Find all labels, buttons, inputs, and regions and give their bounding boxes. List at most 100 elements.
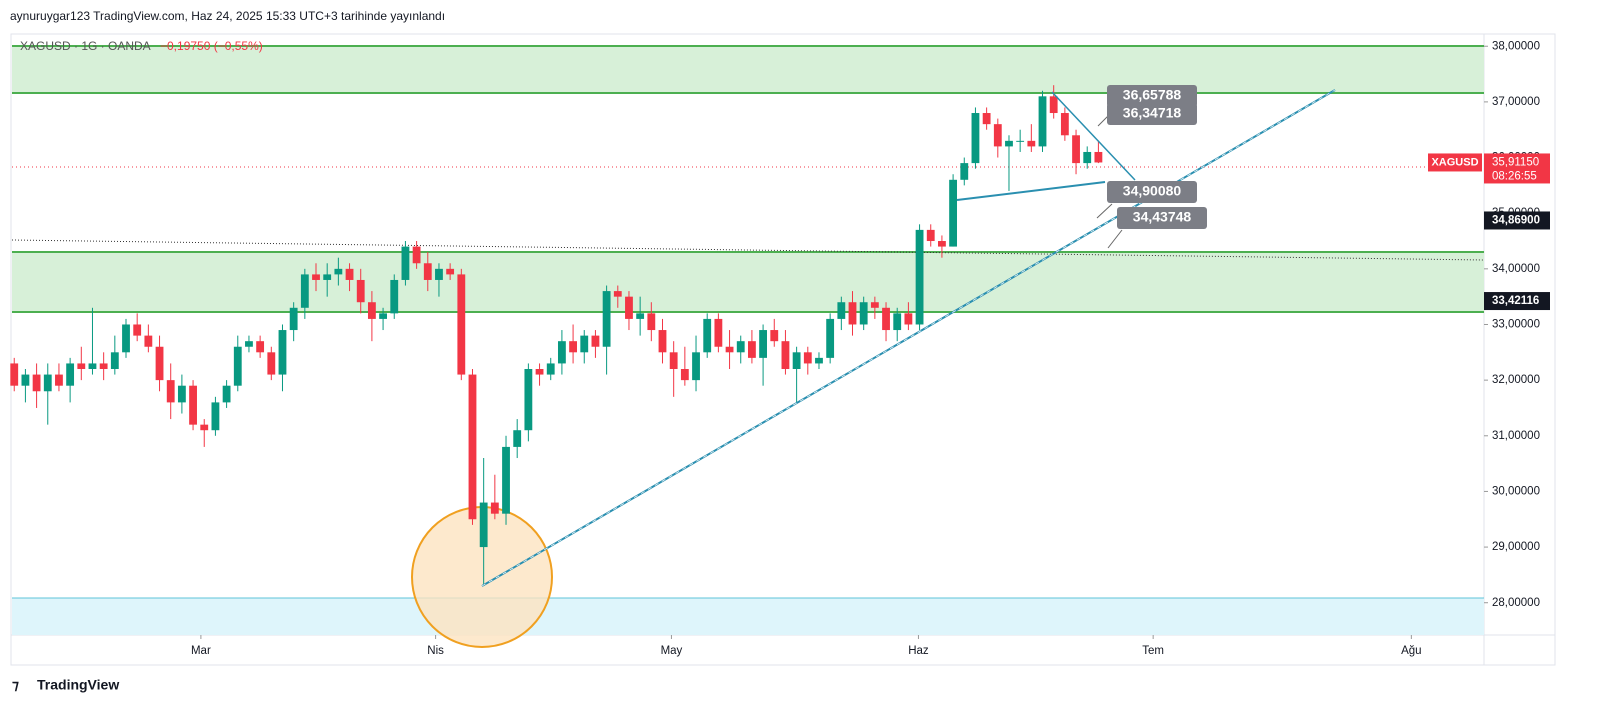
price-label-badge [1484,292,1550,311]
candle-body [189,385,197,425]
candle-body [1005,140,1013,147]
candle-body [1049,96,1058,114]
candle-body [55,374,63,386]
candle-body [390,279,399,314]
y-tick-label: 37,00000 [1492,96,1540,108]
candle-body [781,341,790,370]
candle-body [256,341,265,353]
candle-body [546,363,555,375]
candle-body [267,352,276,375]
candle-body [88,363,97,370]
candle-body [971,113,980,164]
candle-body [490,502,499,514]
candle-body [300,274,309,308]
candle-body [122,324,130,353]
candle-body [748,341,756,358]
candle-body [245,341,253,347]
callout-pointer [1096,203,1113,219]
change: −0,19750 (−0,55%) [160,39,263,53]
candle-body [580,335,589,353]
candle-body [222,385,231,403]
candle-body [848,302,857,325]
candle-body [826,318,835,358]
price-badge-text: 35,91150 [1492,156,1539,168]
resistance-zone [12,46,1484,93]
symbol-badge [1428,153,1482,172]
logo-mark: ⁊ [12,677,19,693]
candle-body [613,291,622,297]
candle-body [870,302,879,308]
candle-body [233,346,242,386]
candle-body [401,246,410,280]
candle-body [938,241,946,247]
candle-body [66,363,75,386]
candle-body [379,313,387,319]
x-tick-label: Mar [191,645,211,657]
callout-box [1107,85,1197,107]
candle-body [535,369,544,375]
candle-body [177,385,186,403]
candle-body [289,307,298,331]
candle-body [457,274,466,375]
candle-body [837,302,846,319]
candle-body [435,268,443,280]
y-tick-label: 33,00000 [1492,319,1540,331]
candle-body [423,263,432,280]
callout-text: 34,43748 [1133,209,1192,225]
candle-body [993,124,1002,147]
symbol: XAGUSD · 1G · OANDA [20,39,151,53]
candle-body [312,274,320,280]
candle-body [1027,140,1036,147]
candle-body [803,352,812,364]
candle-body [367,302,376,319]
candle-body [77,363,86,370]
candle-body [356,279,365,303]
candle-body [323,274,332,280]
candle-body [1083,151,1092,164]
candle-body [692,352,700,381]
candle-body [43,374,52,392]
x-tick-label: Tem [1142,645,1164,657]
candle-body [602,291,611,347]
candle-body [479,502,488,548]
y-tick-label: 29,00000 [1492,541,1540,553]
candle-body [557,341,566,364]
callout-box [1107,103,1197,125]
candle-body [591,335,600,347]
x-tick-label: May [661,645,683,657]
candle-body [1094,151,1103,163]
candle-body [680,369,689,381]
candle-body [714,318,723,347]
candle-body [636,313,645,319]
candle-body [725,346,734,353]
candle-body [502,446,510,514]
y-tick-label: 38,00000 [1492,40,1540,52]
y-tick-label: 28,00000 [1492,597,1540,609]
frame [10,33,1556,666]
callout-text: 34,90080 [1123,183,1182,199]
callout-box [1107,181,1197,203]
candle-body [926,229,935,242]
candle-body [792,352,801,370]
callout-text: 36,34718 [1123,105,1182,121]
candle-body [1072,135,1080,164]
x-tick-label: Nis [427,645,444,657]
candle-body [859,302,868,325]
candle-body [412,246,421,264]
callout-box [1117,207,1207,229]
candle-body [513,430,522,447]
countdown: 08:26:55 [1492,170,1537,182]
candle-body [960,163,969,180]
flag-line [956,181,1106,201]
candle-body [334,268,343,275]
symbol-badge-text: XAGUSD [1431,156,1478,168]
candle-body [893,313,902,331]
candle-body [669,352,678,370]
candle-body [1016,140,1025,142]
candle-body [110,352,119,370]
y-tick-label: 31,00000 [1492,430,1540,442]
candle-body [569,341,577,353]
publish-title: aynuruygar123 TradingView.com, Haz 24, 2… [10,9,445,23]
candle-body [166,380,175,403]
candle-body [446,268,455,275]
